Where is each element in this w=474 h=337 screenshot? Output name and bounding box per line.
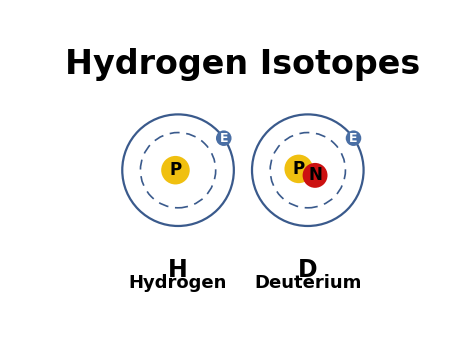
Circle shape [161, 156, 190, 184]
Text: E: E [349, 132, 358, 145]
Text: Hydrogen Isotopes: Hydrogen Isotopes [65, 48, 420, 81]
Text: N: N [308, 166, 322, 184]
Text: P: P [169, 161, 182, 179]
Circle shape [284, 155, 313, 183]
Circle shape [302, 163, 328, 188]
Text: P: P [292, 160, 305, 178]
Text: Hydrogen: Hydrogen [129, 274, 227, 292]
Circle shape [346, 130, 361, 146]
Circle shape [216, 130, 231, 146]
Text: Deuterium: Deuterium [254, 274, 362, 292]
Text: H: H [168, 258, 188, 282]
Text: D: D [298, 258, 318, 282]
Text: E: E [219, 132, 228, 145]
